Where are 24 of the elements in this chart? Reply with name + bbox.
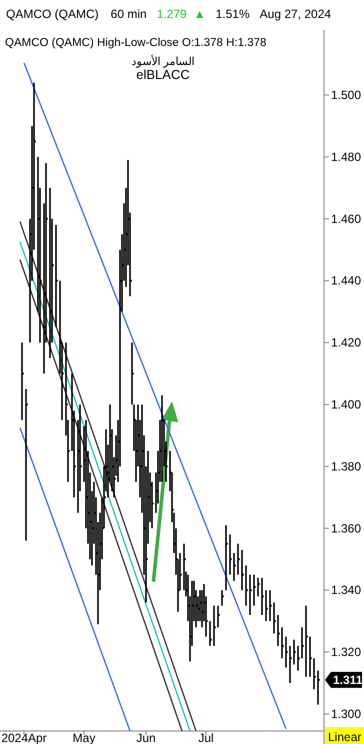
y-tick-label: 1.440 — [331, 274, 362, 288]
y-tick-label: 1.500 — [331, 88, 362, 102]
text: 1.51% — [216, 7, 250, 21]
y-tick-label: 1.460 — [331, 212, 362, 226]
y-tick-label: 1.480 — [331, 150, 362, 164]
y-tick-label: 1.340 — [331, 583, 362, 598]
text: 1.311 — [333, 672, 363, 687]
text: Linear — [328, 730, 362, 744]
text: Aug 27, 2024 — [260, 7, 332, 21]
y-tick-label: 1.320 — [331, 645, 362, 660]
y-tick-label: 1.360 — [331, 521, 362, 536]
text: ▲ — [194, 7, 206, 21]
y-tick-label: 1.420 — [331, 336, 362, 350]
text: 1.279 — [156, 7, 188, 21]
y-tick-label: 1.300 — [331, 706, 362, 721]
x-tick-label: Jul — [198, 731, 214, 744]
annotation: elBLACC — [136, 67, 190, 82]
y-tick-label: 1.400 — [331, 397, 362, 412]
chart-title: QAMCO (QAMC) — [6, 7, 99, 21]
text: 60 min — [110, 7, 147, 21]
annotation: السامر الأسود — [131, 54, 195, 68]
x-tick-label: Jun — [136, 731, 156, 744]
text: QAMCO (QAMC) High-Low-Close O:1.378 H:1.378 — [5, 37, 266, 49]
y-tick-label: 1.380 — [331, 459, 362, 474]
